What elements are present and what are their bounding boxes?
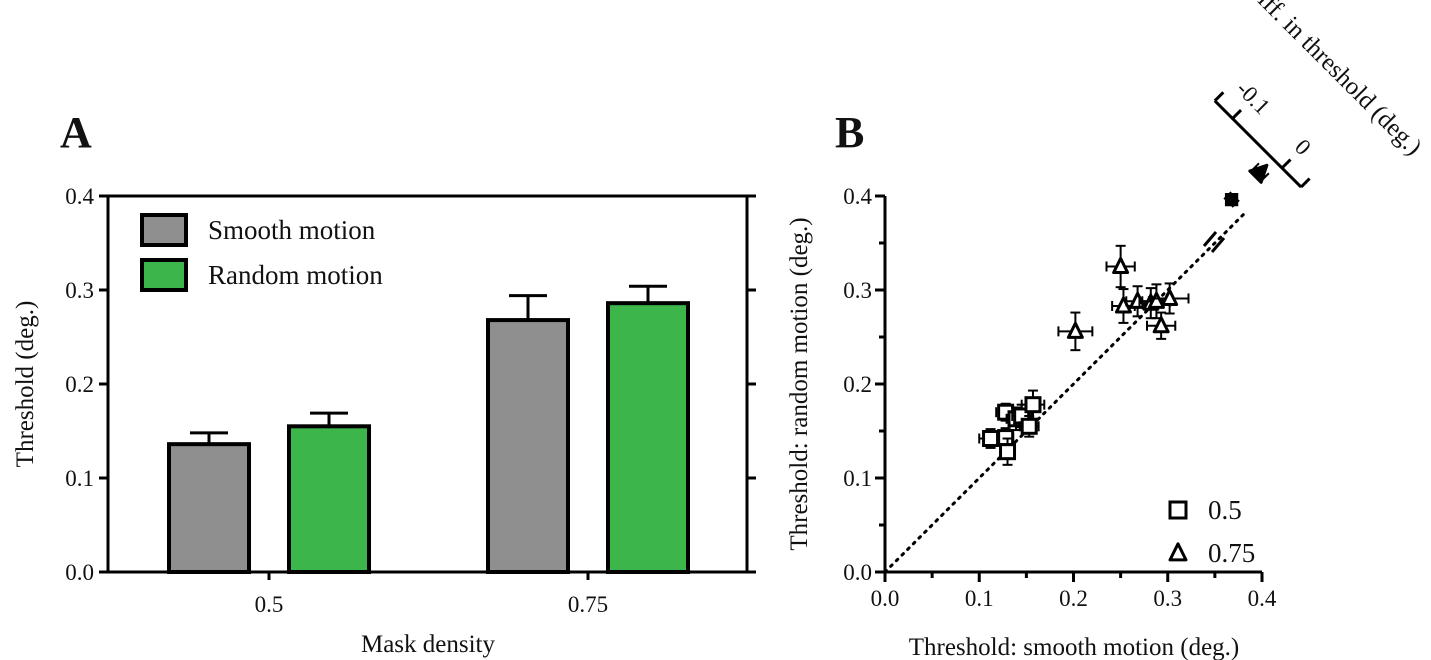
scatter-chart-panel-b: 0.00.0 0.1 0.1 0.2 0.2 0.3 0.3 0.4 0.4 Threshold:… [786,0,1427,660]
y-axis-title: Threshold: random motion (deg.) [786,217,813,550]
triangle-data-point [1152,316,1170,334]
legend-label: 0.75 [1208,538,1255,568]
bar [606,301,690,574]
triangle-data-point [1161,288,1179,306]
y-tick-label: 0.3 [843,278,872,303]
x-tick-label: 0.5 [255,592,284,617]
mean-triangle-marker [1248,163,1269,184]
bar [287,424,371,574]
y-tick-label: 0.3 [65,278,94,303]
panel-a-letter: A [60,108,92,157]
triangle-data-point [1147,291,1165,309]
square-data-point [982,430,1000,448]
difference-tick-mark [1280,158,1292,170]
difference-axis-end [1213,91,1225,102]
x-tick-label: 0.2 [1059,586,1088,611]
legend-swatch [140,213,188,247]
x-tick-label: 0.0 [871,586,900,611]
y-tick-label: 0.2 [843,372,872,397]
difference-axis-line [1213,99,1303,189]
difference-axis-title: Diff. in threshold (deg.) [1240,0,1427,161]
difference-tick-mark [1231,108,1243,120]
y-tick-label: 0.1 [843,466,872,491]
y-tick-label: 0.1 [65,466,94,491]
axis-break-mark [1210,237,1226,253]
legend-swatch [140,258,188,292]
x-tick-label: 0.75 [568,592,608,617]
square-data-point [1024,396,1042,414]
y-tick-label: 0.0 [65,560,94,585]
square-data-point [1020,417,1038,435]
identity-line [883,210,1248,574]
legend-label: Smooth motion [208,215,376,245]
x-tick-label: 0.3 [1153,586,1182,611]
bar [486,318,570,574]
x-axis-title: Mask density [361,631,496,658]
triangle-data-point [1066,321,1084,339]
difference-tick-label: 0 [1290,134,1316,160]
difference-axis-end [1300,177,1311,189]
legend-label: Random motion [208,260,383,290]
triangle-data-point [1112,256,1130,275]
legend-marker [1168,542,1188,562]
y-tick-label: 0.0 [843,560,872,585]
mean-diamond-marker [1224,192,1239,207]
panel-b-letter: B [835,108,864,157]
y-tick-label: 0.4 [65,184,94,209]
legend-label: 0.5 [1208,495,1242,525]
bar-chart-panel-a: 0.0 0.1 0.2 0.3 0.4 0.5 0.75 Mask density Thresh… [12,184,756,658]
x-tick-label: 0.1 [965,586,994,611]
y-axis-title: Threshold (deg.) [12,301,39,468]
y-tick-label: 0.2 [65,372,94,397]
axis-break-mark [1202,231,1218,247]
x-axis-title: Threshold: smooth motion (deg.) [909,634,1240,660]
y-tick-label: 0.4 [843,184,872,209]
triangle-data-point [1114,296,1132,314]
x-tick-label: 0.4 [1248,586,1277,611]
bar [167,442,251,574]
square-data-point [999,443,1017,461]
legend-marker [1168,500,1188,520]
